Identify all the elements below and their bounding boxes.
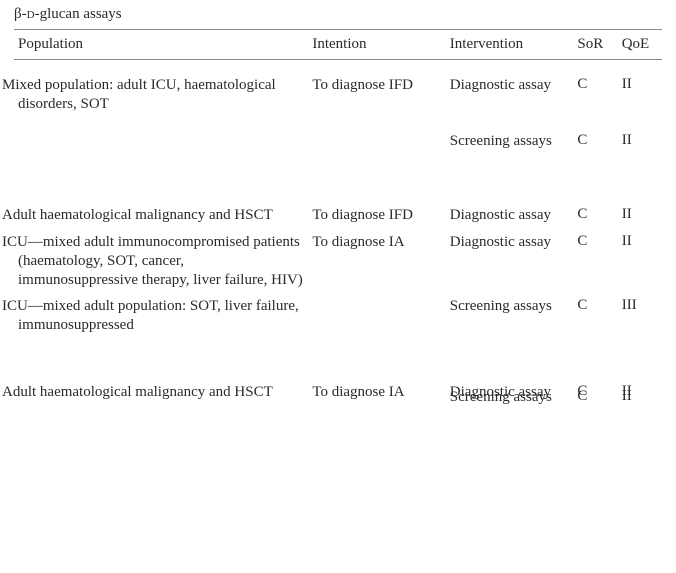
title-rest: -glucan assays <box>35 6 122 22</box>
title-beta: β- <box>14 6 27 22</box>
table-row: ICU—mixed adult population: SOT, liver f… <box>14 291 662 337</box>
table-row: Screening assays C II <box>14 126 662 153</box>
table-row: ICU—mixed adult immunocompromised patien… <box>14 227 662 291</box>
cell-qoe: III <box>618 295 662 337</box>
cell-sor: C <box>573 204 617 227</box>
cell-intervention: Screening assays <box>446 386 574 409</box>
cell-sor: C <box>573 74 617 116</box>
table-row: Adult haematological malignancy and HSCT… <box>14 200 662 227</box>
cell-population: Mixed population: adult ICU, haematologi… <box>14 74 308 116</box>
spacer <box>14 152 662 200</box>
cell-population <box>14 130 308 153</box>
spacer <box>14 60 662 70</box>
cell-qoe: II <box>618 204 662 227</box>
header-population: Population <box>14 30 308 59</box>
cell-intervention: Screening assays <box>446 295 574 337</box>
cell-intention: To diagnose IFD <box>308 204 445 227</box>
cell-population: Adult haematological malignancy and HSCT <box>14 204 308 227</box>
cell-sor: C <box>573 386 617 409</box>
cell-sor: C <box>573 231 617 291</box>
cell-intention <box>308 295 445 337</box>
title-d: d <box>27 6 35 22</box>
cell-intervention: Screening assays <box>446 130 574 153</box>
spacer <box>14 337 662 377</box>
header-qoe: QoE <box>618 30 662 59</box>
table-title: β-d-glucan assays <box>14 6 662 30</box>
cell-intention <box>308 130 445 153</box>
cell-intervention: Diagnostic assay <box>446 231 574 291</box>
cell-sor: C <box>573 295 617 337</box>
cell-qoe: II <box>618 231 662 291</box>
cell-intention: To diagnose IA <box>308 231 445 291</box>
table-row: Mixed population: adult ICU, haematologi… <box>14 70 662 116</box>
cell-population <box>14 386 308 409</box>
spacer <box>14 116 662 126</box>
cell-population: ICU—mixed adult immunocompromised patien… <box>14 231 308 291</box>
cell-sor: C <box>573 130 617 153</box>
cell-intention <box>308 386 445 409</box>
cell-qoe: II <box>618 74 662 116</box>
cell-qoe: II <box>618 386 662 409</box>
cell-qoe: II <box>618 130 662 153</box>
table-container: β-d-glucan assays Population Intention I… <box>0 0 676 428</box>
header-intervention: Intervention <box>446 30 574 59</box>
cell-population: ICU—mixed adult population: SOT, liver f… <box>14 295 308 337</box>
cell-intervention: Diagnostic assay <box>446 74 574 116</box>
cell-intention: To diagnose IFD <box>308 74 445 116</box>
table-row: Screening assays C II <box>14 382 662 409</box>
table-header-row: Population Intention Intervention SoR Qo… <box>14 30 662 60</box>
header-sor: SoR <box>573 30 617 59</box>
cell-intervention: Diagnostic assay <box>446 204 574 227</box>
header-intention: Intention <box>308 30 445 59</box>
